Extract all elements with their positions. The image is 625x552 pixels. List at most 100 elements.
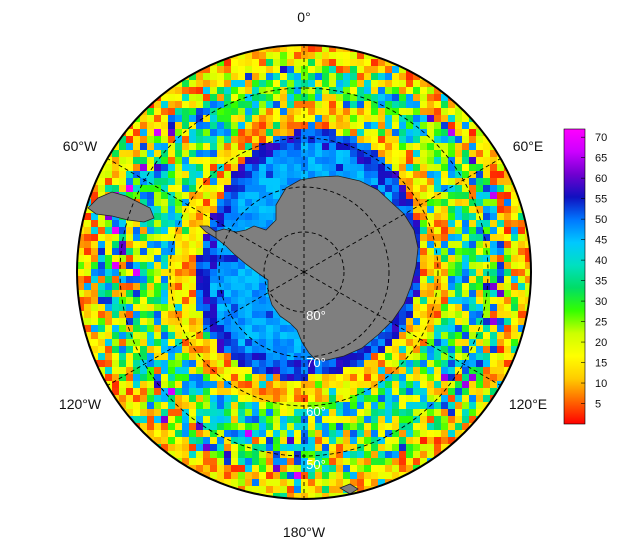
data-cell (217, 395, 225, 403)
data-cell (294, 73, 302, 81)
data-cell (238, 276, 246, 284)
data-cell (455, 199, 463, 207)
data-cell (126, 115, 134, 123)
data-cell (210, 143, 218, 151)
data-cell (434, 220, 442, 228)
data-cell (434, 290, 442, 298)
data-cell (217, 206, 225, 214)
data-cell (504, 178, 512, 186)
data-cell (105, 171, 113, 179)
data-cell (231, 472, 239, 480)
data-cell (441, 290, 449, 298)
data-cell (252, 150, 260, 158)
data-cell (455, 171, 463, 179)
data-cell (525, 248, 531, 256)
data-cell (98, 255, 106, 263)
data-cell (434, 353, 442, 361)
data-cell (434, 437, 442, 445)
data-cell (476, 269, 484, 277)
data-cell (273, 451, 281, 459)
data-cell (294, 360, 302, 368)
data-cell (294, 143, 302, 151)
data-cell (357, 346, 365, 354)
data-cell (406, 122, 414, 130)
data-cell (483, 234, 491, 242)
data-cell (441, 122, 449, 130)
data-cell (252, 297, 260, 305)
data-cell (322, 409, 330, 417)
data-cell (224, 136, 232, 144)
data-cell (168, 150, 176, 158)
data-cell (105, 360, 113, 368)
data-cell (483, 206, 491, 214)
data-cell (161, 248, 169, 256)
data-cell (294, 444, 302, 452)
data-cell (224, 472, 232, 480)
data-cell (217, 451, 225, 459)
data-cell (203, 290, 211, 298)
data-cell (189, 157, 197, 165)
data-cell (126, 290, 134, 298)
data-cell (399, 143, 407, 151)
data-cell (119, 297, 127, 305)
data-cell (238, 52, 246, 60)
data-cell (252, 444, 260, 452)
data-cell (252, 465, 260, 473)
data-cell (217, 269, 225, 277)
data-cell (392, 101, 400, 109)
data-cell (245, 94, 253, 102)
data-cell (154, 248, 162, 256)
data-cell (462, 241, 470, 249)
data-cell (182, 213, 190, 221)
data-cell (112, 178, 120, 186)
data-cell (259, 171, 267, 179)
data-cell (483, 171, 491, 179)
data-cell (98, 248, 106, 256)
data-cell (308, 101, 316, 109)
data-cell (434, 458, 442, 466)
data-cell (357, 430, 365, 438)
data-cell (406, 185, 414, 193)
data-cell (280, 157, 288, 165)
data-cell (511, 297, 519, 305)
data-cell (273, 395, 281, 403)
data-cell (392, 381, 400, 389)
data-cell (413, 318, 421, 326)
data-cell (133, 136, 141, 144)
data-cell (224, 430, 232, 438)
data-cell (147, 199, 155, 207)
data-cell (203, 143, 211, 151)
data-cell (252, 290, 260, 298)
data-cell (392, 416, 400, 424)
data-cell (231, 437, 239, 445)
data-cell (462, 402, 470, 410)
data-cell (357, 437, 365, 445)
data-cell (420, 227, 428, 235)
data-cell (448, 213, 456, 221)
data-cell (140, 402, 148, 410)
data-cell (476, 423, 484, 431)
data-cell (448, 409, 456, 417)
data-cell (392, 332, 400, 340)
data-cell (511, 255, 519, 263)
data-cell (245, 80, 253, 88)
data-cell (385, 101, 393, 109)
data-cell (203, 458, 211, 466)
data-cell (189, 451, 197, 459)
data-cell (455, 234, 463, 242)
data-cell (140, 255, 148, 263)
data-cell (252, 416, 260, 424)
data-cell (448, 360, 456, 368)
data-cell (483, 220, 491, 228)
data-cell (196, 262, 204, 270)
data-cell (266, 213, 274, 221)
data-cell (266, 206, 274, 214)
data-cell (469, 430, 477, 438)
data-cell (245, 185, 253, 193)
data-cell (336, 171, 344, 179)
data-cell (252, 402, 260, 410)
data-cell (196, 73, 204, 81)
data-cell (168, 374, 176, 382)
data-cell (315, 87, 323, 95)
data-cell (147, 255, 155, 263)
